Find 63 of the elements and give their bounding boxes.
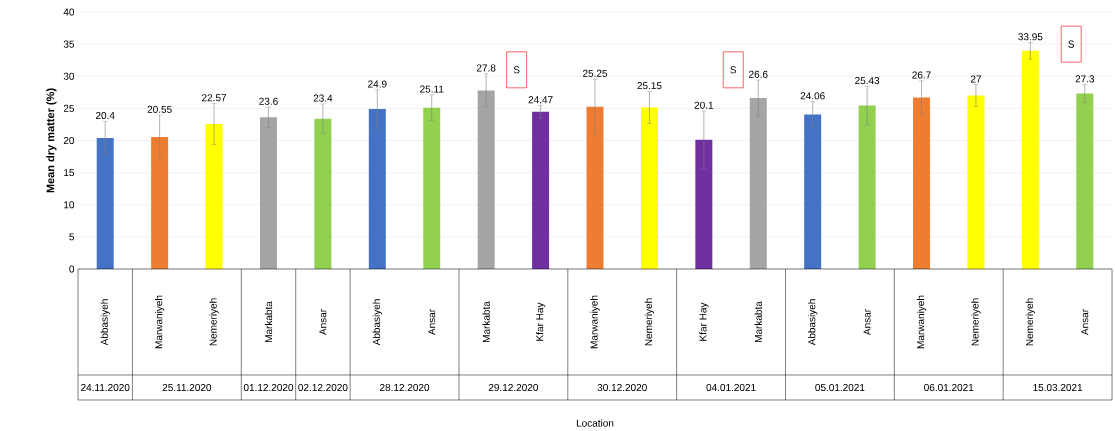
data-label: 25.25 bbox=[582, 69, 608, 77]
data-label: 24.47 bbox=[528, 96, 553, 104]
text: Location bbox=[576, 419, 614, 427]
data-label: 25.11 bbox=[420, 85, 444, 93]
y-tick-label: 40 bbox=[63, 8, 75, 16]
y-tick-label: 30 bbox=[63, 72, 75, 80]
data-label: 27.8 bbox=[476, 64, 496, 72]
data-label: 20.1 bbox=[694, 101, 714, 109]
data-label: 20.4 bbox=[95, 111, 115, 120]
y-tick-label: 25 bbox=[63, 104, 75, 112]
text: 24.11.2020 bbox=[81, 383, 130, 392]
data-label: 25.43 bbox=[855, 77, 880, 85]
x-tick-label: Ansar bbox=[428, 309, 436, 336]
y-tick-label: 20 bbox=[63, 136, 75, 145]
text: 28.12.2020 bbox=[380, 383, 430, 392]
x-tick-label: Ansar bbox=[319, 309, 327, 336]
x-tick-label: Nemeriyeh bbox=[209, 298, 219, 346]
x-tick-label: Abbasiyeh bbox=[808, 299, 818, 346]
x-tick-label: Abbasiyeh bbox=[100, 299, 110, 346]
x-tick-label: Kfar Hay bbox=[535, 302, 546, 341]
data-label: 23.6 bbox=[259, 97, 278, 105]
text: 01.12.2020 bbox=[243, 383, 294, 392]
x-tick-label: Markabta bbox=[482, 301, 490, 343]
data-label: 27 bbox=[970, 75, 982, 83]
y-tick-label: 0 bbox=[69, 265, 75, 273]
x-tick-label: Ansar bbox=[863, 309, 871, 336]
text: 02.12.2020 bbox=[298, 383, 348, 392]
annotation: S bbox=[513, 66, 520, 74]
data-label: 33.95 bbox=[1018, 33, 1043, 41]
text: 04.01.2021 bbox=[706, 383, 756, 392]
annotation: S bbox=[730, 66, 737, 74]
annotation: S bbox=[1068, 40, 1075, 48]
x-tick-label: Marwaniyeh bbox=[154, 295, 165, 349]
data-label: 25.15 bbox=[637, 82, 662, 90]
x-tick-label: Abbasiyeh bbox=[372, 299, 382, 346]
text: 15.03.2021 bbox=[1033, 383, 1083, 392]
y-axis-title: Mean dry matter (%) bbox=[46, 88, 57, 193]
data-label: 24.9 bbox=[368, 80, 387, 88]
text: 25.11.2020 bbox=[162, 383, 212, 392]
y-tick-label: 15 bbox=[64, 169, 75, 177]
x-tick-label: Nemeriyeh bbox=[1025, 298, 1036, 346]
data-label: 26.7 bbox=[912, 71, 931, 79]
data-label: 27.3 bbox=[1075, 75, 1095, 83]
text: 29.12.2020 bbox=[488, 383, 539, 392]
text: 05.01.2021 bbox=[815, 383, 865, 392]
x-tick-label: Marwaniyeh bbox=[916, 295, 927, 349]
y-tick-label: 35 bbox=[63, 40, 75, 48]
data-label: 23.4 bbox=[313, 94, 333, 102]
y-tick-label: 10 bbox=[64, 201, 75, 209]
data-label: 20.55 bbox=[147, 105, 172, 113]
x-tick-label: Nemeriyeh bbox=[644, 298, 655, 346]
data-label: 22.57 bbox=[202, 94, 227, 102]
x-tick-label: Nemeriyeh bbox=[971, 298, 981, 346]
x-tick-label: Kfar Hay bbox=[699, 302, 709, 341]
x-tick-label: Ansar bbox=[1081, 309, 1089, 336]
y-tick-label: 5 bbox=[69, 233, 75, 241]
x-tick-label: Markabta bbox=[264, 301, 273, 343]
data-label: 26.6 bbox=[749, 70, 768, 78]
text: 06.01.2021 bbox=[924, 383, 974, 392]
x-tick-label: Marwaniyeh bbox=[590, 295, 600, 349]
data-label: 24.06 bbox=[800, 92, 825, 100]
x-tick-label: Markabta bbox=[754, 301, 762, 343]
text: 30.12.2020 bbox=[597, 383, 647, 392]
